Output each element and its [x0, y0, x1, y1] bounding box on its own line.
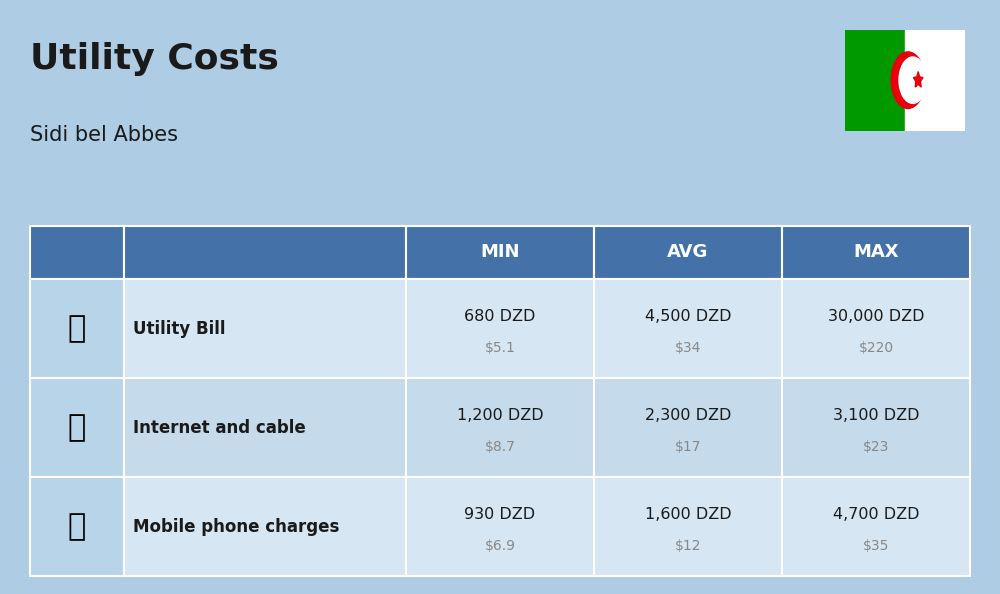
Text: $220: $220	[858, 342, 894, 355]
Text: Sidi bel Abbes: Sidi bel Abbes	[30, 125, 178, 145]
FancyBboxPatch shape	[406, 378, 594, 477]
Text: 📱: 📱	[68, 512, 86, 541]
FancyBboxPatch shape	[594, 378, 782, 477]
FancyBboxPatch shape	[124, 477, 406, 576]
FancyBboxPatch shape	[782, 477, 970, 576]
Bar	[845, 30, 905, 131]
Text: $8.7: $8.7	[485, 441, 515, 454]
Text: 1,600 DZD: 1,600 DZD	[645, 507, 731, 522]
FancyBboxPatch shape	[30, 279, 124, 378]
Text: MIN: MIN	[480, 244, 520, 261]
FancyBboxPatch shape	[30, 226, 124, 279]
FancyBboxPatch shape	[406, 477, 594, 576]
Text: 🔌: 🔌	[68, 314, 86, 343]
FancyBboxPatch shape	[406, 226, 594, 279]
Text: 2,300 DZD: 2,300 DZD	[645, 408, 731, 424]
FancyBboxPatch shape	[30, 378, 124, 477]
Text: Mobile phone charges: Mobile phone charges	[133, 518, 340, 536]
Text: $6.9: $6.9	[484, 539, 516, 554]
Text: $12: $12	[675, 539, 701, 554]
Text: $5.1: $5.1	[485, 342, 515, 355]
Text: AVG: AVG	[667, 244, 709, 261]
Circle shape	[891, 52, 925, 109]
FancyBboxPatch shape	[594, 477, 782, 576]
Polygon shape	[913, 72, 923, 87]
Text: 📶: 📶	[68, 413, 86, 442]
FancyBboxPatch shape	[124, 226, 406, 279]
FancyBboxPatch shape	[406, 279, 594, 378]
Text: 4,500 DZD: 4,500 DZD	[645, 309, 731, 324]
Text: $23: $23	[863, 441, 889, 454]
Text: 680 DZD: 680 DZD	[464, 309, 536, 324]
FancyBboxPatch shape	[124, 279, 406, 378]
Text: 30,000 DZD: 30,000 DZD	[828, 309, 924, 324]
Text: $17: $17	[675, 441, 701, 454]
FancyBboxPatch shape	[782, 279, 970, 378]
Text: 4,700 DZD: 4,700 DZD	[833, 507, 919, 522]
Text: $34: $34	[675, 342, 701, 355]
Text: $35: $35	[863, 539, 889, 554]
Text: MAX: MAX	[853, 244, 899, 261]
FancyBboxPatch shape	[782, 378, 970, 477]
Bar	[905, 30, 965, 131]
FancyBboxPatch shape	[30, 477, 124, 576]
Text: Utility Bill: Utility Bill	[133, 320, 226, 337]
Text: Utility Costs: Utility Costs	[30, 42, 279, 75]
FancyBboxPatch shape	[594, 279, 782, 378]
FancyBboxPatch shape	[594, 226, 782, 279]
Text: 930 DZD: 930 DZD	[464, 507, 536, 522]
Text: 1,200 DZD: 1,200 DZD	[457, 408, 543, 424]
Circle shape	[899, 57, 927, 103]
Text: 3,100 DZD: 3,100 DZD	[833, 408, 919, 424]
FancyBboxPatch shape	[782, 226, 970, 279]
FancyBboxPatch shape	[124, 378, 406, 477]
Text: Internet and cable: Internet and cable	[133, 419, 306, 437]
